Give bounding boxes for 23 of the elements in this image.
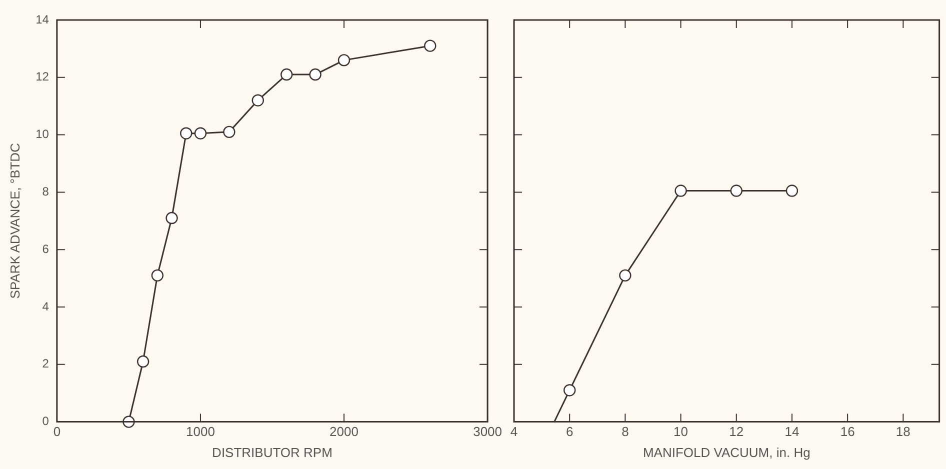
x-axis-title: MANIFOLD VACUUM, in. Hg	[642, 444, 810, 460]
x-axis-title: DISTRIBUTOR RPM	[212, 444, 332, 460]
y-tick-label: 0	[42, 414, 50, 428]
x-tick-label: 2000	[330, 424, 358, 440]
x-tick-label: 0	[53, 424, 61, 440]
x-tick-label: 1000	[186, 424, 215, 440]
x-tick-label: 4	[510, 424, 518, 440]
y-tick-label: 8	[42, 184, 50, 199]
x-tick-label: 12	[729, 424, 744, 440]
x-tick-label: 14	[784, 424, 800, 440]
x-tick-label: 3000	[473, 424, 502, 440]
y-tick-label: 6	[42, 242, 50, 256]
x-tick-label: 10	[674, 424, 688, 440]
y-tick-label: 2	[42, 356, 50, 371]
y-tick-label: 14	[36, 12, 50, 26]
y-tick-label: 10	[36, 127, 50, 142]
y-tick-label: 4	[42, 299, 50, 314]
x-tick-label: 8	[622, 424, 629, 440]
x-tick-label: 6	[566, 424, 574, 440]
y-tick-label: 12	[36, 70, 50, 84]
y-axis-title: SPARK ADVANCE, °BTDC	[7, 143, 22, 299]
x-tick-label: 18	[896, 424, 910, 440]
x-tick-label: 16	[840, 424, 855, 440]
